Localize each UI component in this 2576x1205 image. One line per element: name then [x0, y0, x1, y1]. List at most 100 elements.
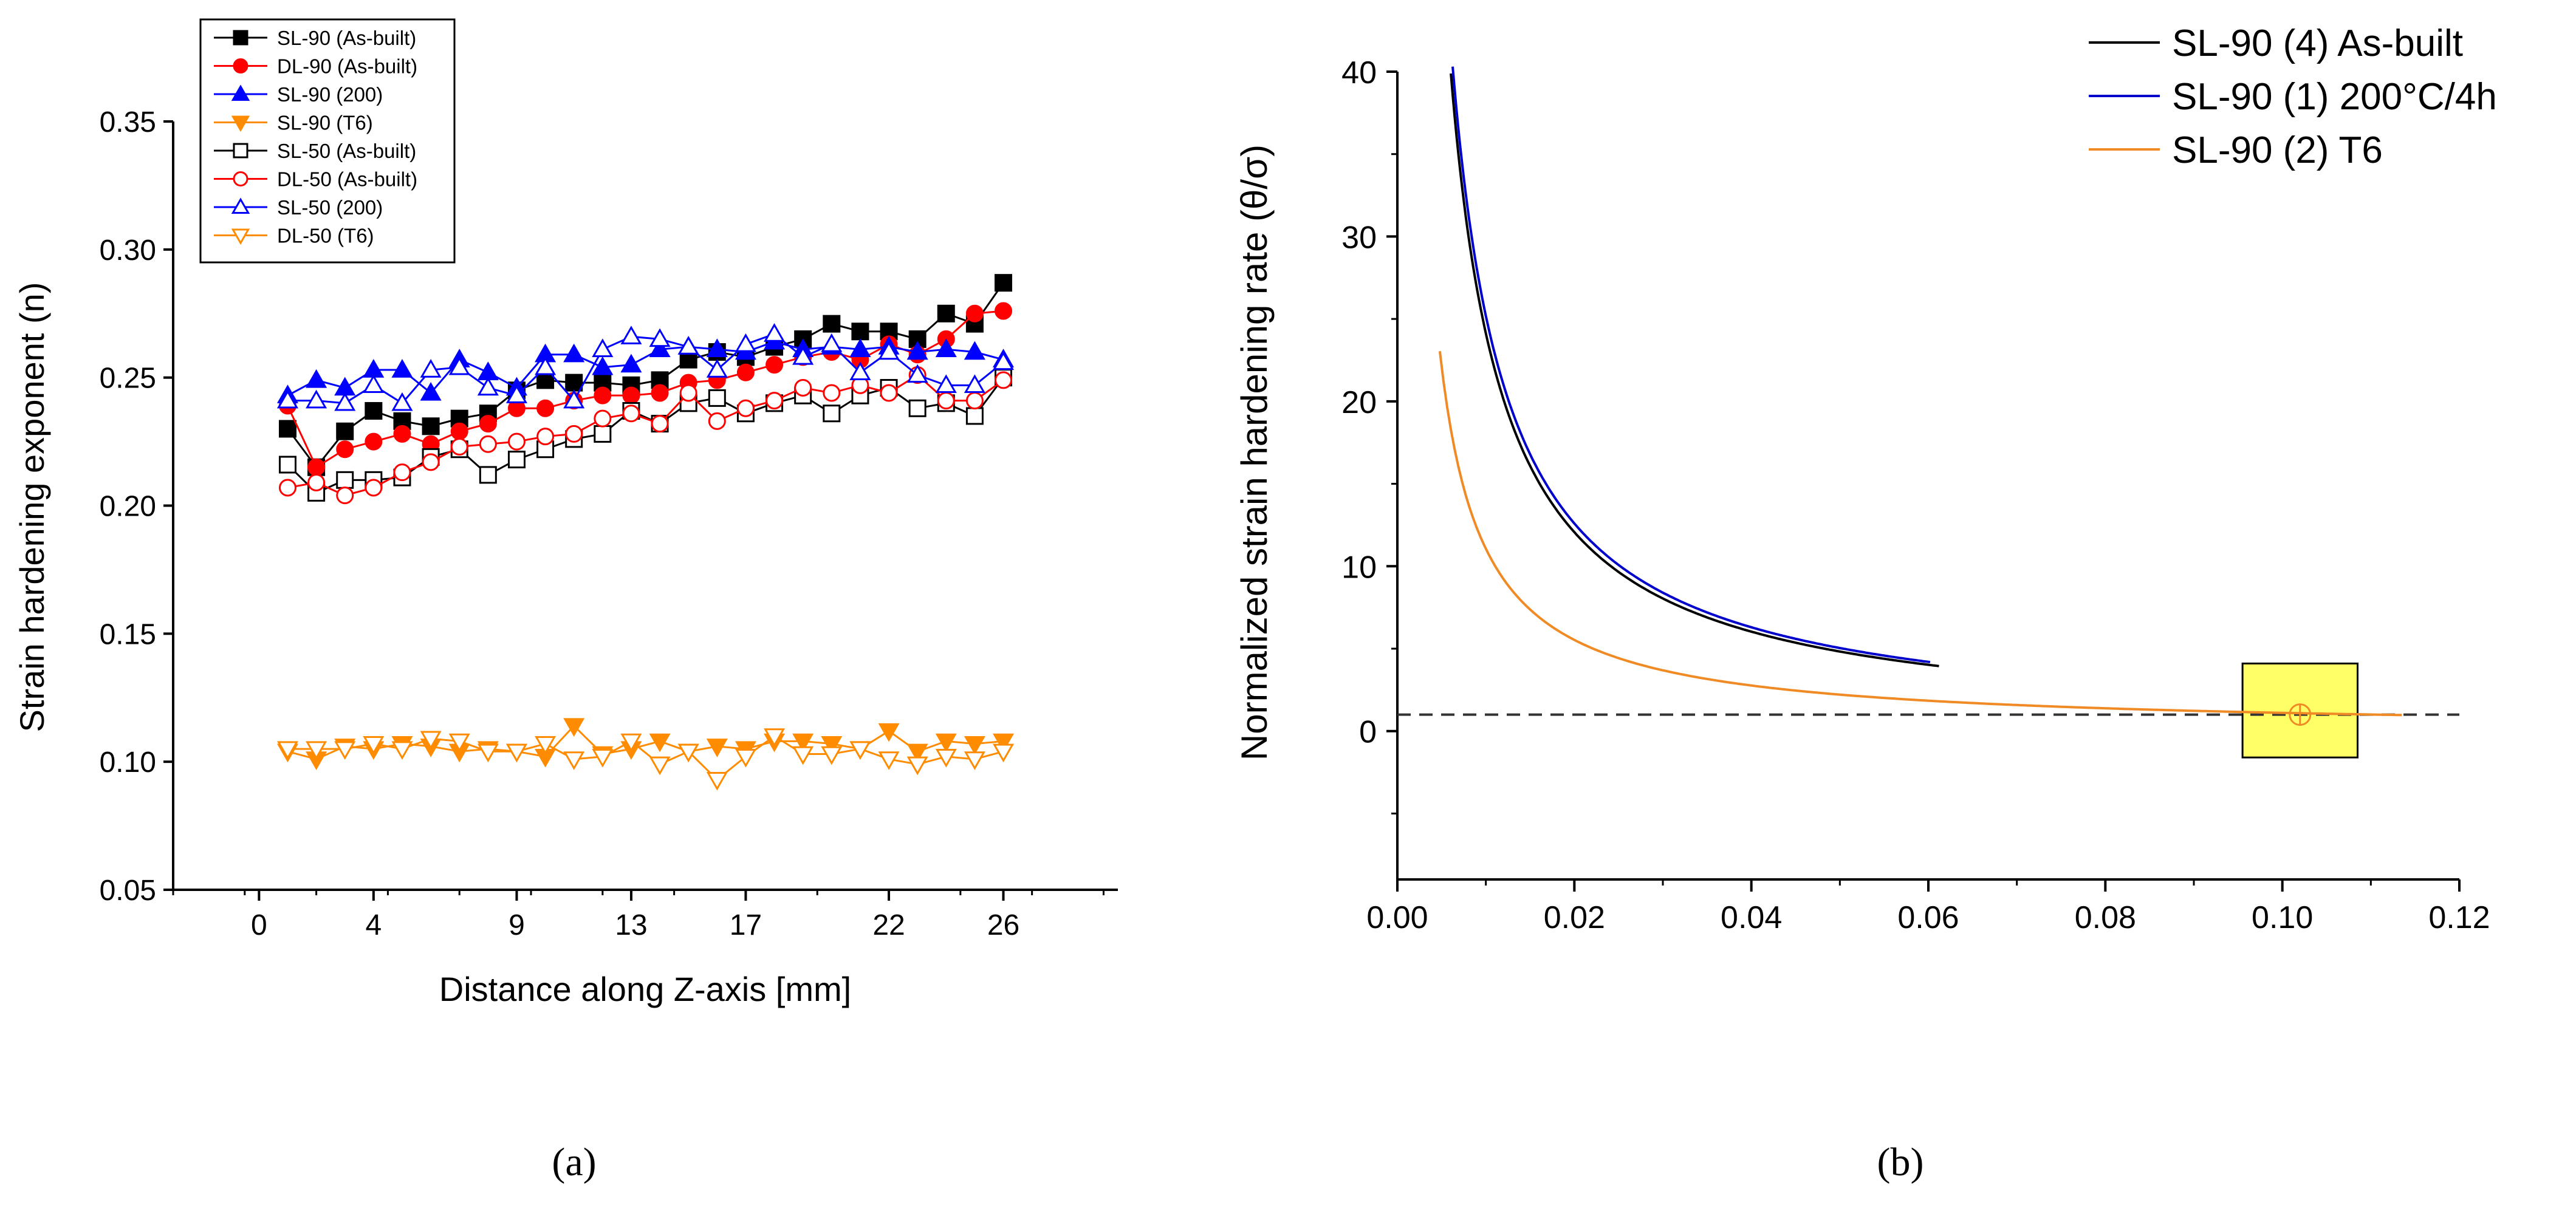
- chart-a-data-point: [563, 751, 585, 770]
- chart-a-series: [276, 274, 1015, 791]
- chart-a-data-point: [849, 338, 871, 357]
- chart-a-data-point: [422, 453, 440, 471]
- chart-a-data-point: [649, 756, 671, 776]
- chart-a-data-point: [422, 417, 440, 435]
- chart-a-data-point: [306, 741, 327, 760]
- chart-b-legend-label: SL-90 (1) 200°C/4h: [2172, 76, 2497, 118]
- chart-a-data-point: [450, 438, 468, 456]
- chart-a-data-point: [334, 741, 356, 760]
- chart-a-data-point: [995, 371, 1013, 389]
- chart-a-data-point: [391, 359, 413, 378]
- chart-a-data-point: [622, 386, 640, 405]
- chart-a-data-point: [592, 338, 614, 357]
- chart-a-data-point: [964, 374, 985, 394]
- chart-a-data-point: [479, 415, 497, 433]
- chart-a-data-point: [278, 420, 296, 438]
- chart-b-x-tick-label: 0.12: [2428, 900, 2490, 935]
- chart-a-legend-swatch-marker: [233, 58, 248, 73]
- chart-a-y-tick-label: 0.25: [100, 363, 156, 395]
- chart-a-data-point: [823, 384, 841, 402]
- chart-a-data-point: [677, 743, 699, 763]
- chart-a-data-point: [620, 326, 642, 344]
- chart-a-legend-swatch-marker: [231, 84, 250, 101]
- chart-a-data-point: [849, 741, 871, 760]
- chart-a-legend-label: SL-90 (200): [277, 83, 383, 106]
- chart-a-data-point: [334, 392, 356, 411]
- chart-a-legend-label: DL-50 (As-built): [277, 168, 417, 191]
- chart-a-data-point: [706, 359, 728, 378]
- chart-b-y-tick-label: 20: [1341, 385, 1377, 420]
- chart-a-data-point: [937, 392, 955, 410]
- chart-b-y-axis-label: Normalized strain hardening rate (θ/σ): [1234, 145, 1275, 760]
- chart-a-data-point: [365, 401, 383, 420]
- chart-a-data-point: [448, 356, 470, 375]
- chart-a-data-point: [906, 756, 928, 776]
- chart-a-data-point: [420, 731, 442, 750]
- chart-a-data-point: [536, 399, 555, 417]
- chart-a-data-point: [677, 336, 699, 355]
- chart-a-data-point: [908, 399, 927, 417]
- chart-a-data-point: [651, 415, 669, 433]
- chart-a-legend-swatch-marker: [233, 30, 248, 46]
- chart-b-x-tick-label: 0.02: [1544, 900, 1605, 935]
- chart-a-data-point: [535, 356, 557, 375]
- chart-a-data-point: [992, 733, 1015, 753]
- chart-a-x-tick-label: 26: [987, 909, 1019, 941]
- chart-a-data-point: [622, 405, 640, 423]
- chart-a-data-point: [336, 422, 354, 440]
- chart-a-x-tick-label: 22: [872, 909, 905, 941]
- chart-a-data-point: [565, 374, 583, 392]
- chart-a-data-point: [708, 389, 726, 407]
- chart-a-data-point: [365, 432, 383, 451]
- chart-b-series-line: [1451, 66, 1931, 664]
- chart-a-y-axis-label: Strain hardening exponent (n): [13, 282, 51, 732]
- chart-a-data-point: [965, 392, 984, 410]
- chart-a-data-point: [679, 384, 697, 402]
- chart-a-data-point: [363, 736, 385, 755]
- chart-a-data-point: [276, 389, 299, 409]
- chart-b-x-tick-label: 0.00: [1366, 900, 1428, 935]
- chart-a-y-tick-label: 0.35: [100, 106, 156, 138]
- chart-a-legend-label: SL-90 (As-built): [277, 27, 416, 49]
- chart-a-data-point: [307, 474, 326, 492]
- chart-a-data-point: [363, 374, 385, 394]
- chart-a-x-tick-label: 0: [251, 909, 267, 941]
- chart-a-data-point: [823, 405, 841, 423]
- chart-a-data-point: [594, 386, 612, 405]
- chart-a-legend-label: SL-90 (T6): [277, 112, 373, 134]
- chart-b-series: [1438, 66, 2402, 717]
- chart-a-data-point: [306, 369, 327, 388]
- chart-b-legend-label: SL-90 (4) As-built: [2172, 22, 2463, 64]
- chart-a-data-point: [964, 736, 985, 755]
- chart-a-data-point: [965, 407, 984, 425]
- chart-a-data-point: [766, 356, 784, 374]
- chart-a-data-point: [393, 463, 411, 482]
- chart-a-data-point: [937, 304, 955, 323]
- chart-b-x-tick-label: 0.04: [1721, 900, 1782, 935]
- chart-a-data-point: [823, 315, 841, 333]
- chart-a-data-point: [651, 384, 669, 402]
- chart-a-legend-swatch-marker: [231, 115, 250, 132]
- chart-b-series-line: [1438, 351, 2402, 717]
- chart-a-data-point: [821, 746, 843, 765]
- chart-a-data-point: [878, 723, 900, 742]
- panel-label-a: (a): [552, 1140, 596, 1184]
- chart-b-y-tick-label: 10: [1341, 550, 1377, 585]
- chart-a-data-point: [766, 392, 784, 410]
- chart-a-data-point: [507, 451, 526, 469]
- chart-a-data-point: [278, 479, 296, 497]
- chart-a-data-point: [735, 749, 756, 768]
- chart-a-legend-label: DL-90 (As-built): [277, 55, 417, 78]
- chart-a-data-point: [336, 440, 354, 459]
- chart-b-x-tick-label: 0.06: [1897, 900, 1959, 935]
- chart-a-data-point: [736, 399, 755, 417]
- chart-a-data-point: [448, 733, 470, 753]
- chart-a-data-point: [563, 718, 585, 737]
- chart-a-data-point: [992, 743, 1015, 763]
- chart-b-y-tick-label: 40: [1341, 55, 1377, 90]
- chart-a-ticks: 0.05 0.10 0.15 0.20 0.25 0.30 0.35 0 4 9 13 17 22 26: [100, 106, 1105, 941]
- chart-a-data-point: [507, 432, 526, 451]
- chart-a-data-point: [821, 736, 843, 755]
- chart-a-data-point: [794, 379, 812, 397]
